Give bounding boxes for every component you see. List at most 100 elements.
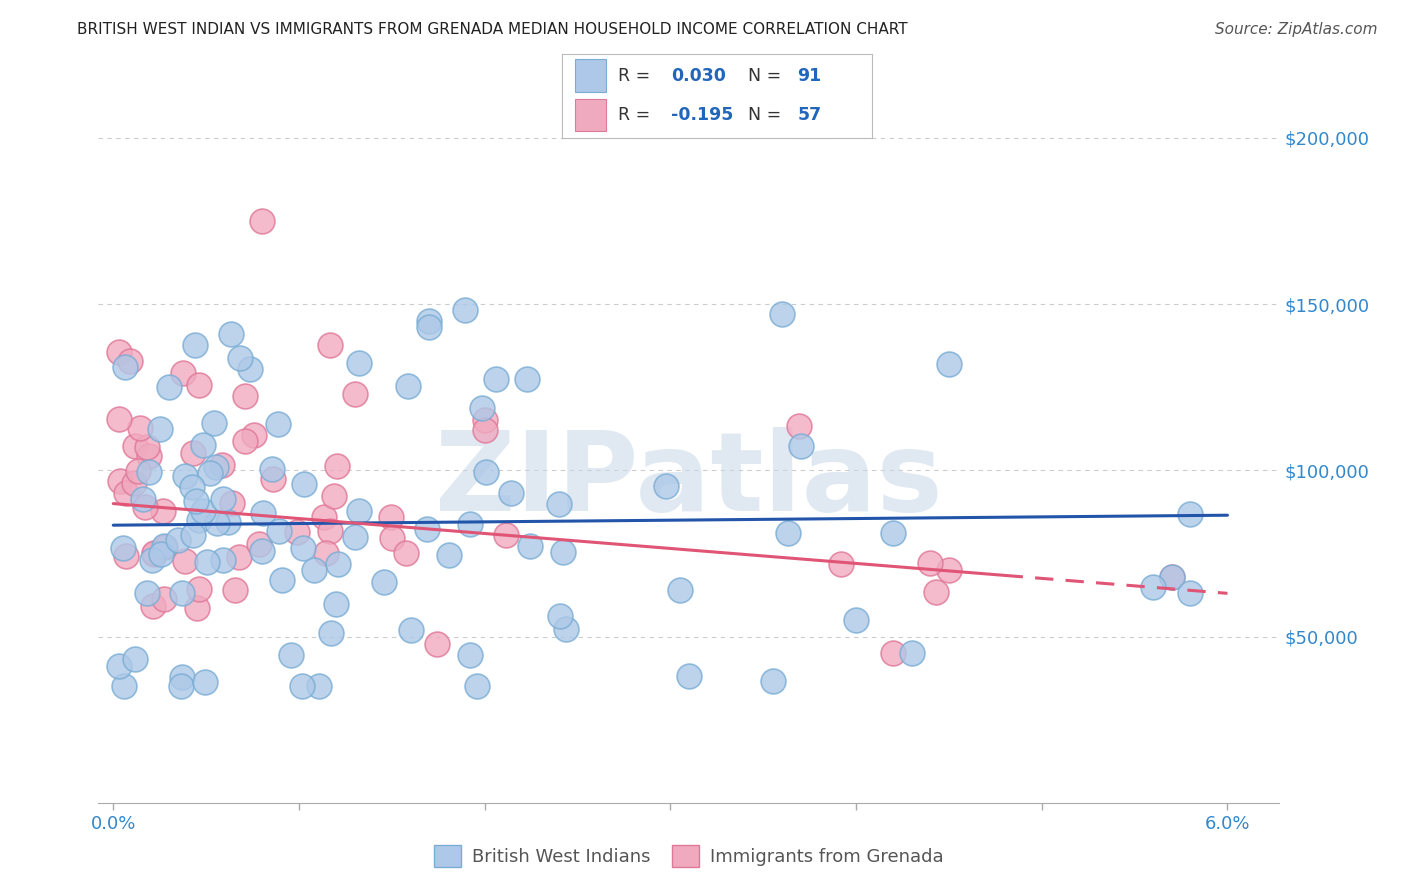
Point — [762, 673, 785, 688]
Point — [191, 504, 214, 518]
Text: -0.195: -0.195 — [671, 106, 733, 124]
Point — [239, 361, 262, 376]
Text: 57: 57 — [797, 106, 821, 124]
Text: R =: R = — [619, 67, 655, 85]
Point — [266, 417, 288, 432]
Point — [519, 540, 541, 554]
Text: Source: ZipAtlas.com: Source: ZipAtlas.com — [1215, 22, 1378, 37]
Point — [394, 546, 416, 560]
Point — [136, 586, 159, 600]
Point — [396, 379, 419, 393]
Point — [114, 359, 136, 374]
Point — [132, 491, 155, 506]
Point — [172, 670, 194, 684]
Point — [920, 557, 942, 571]
Point — [170, 680, 193, 694]
Point — [138, 449, 160, 463]
Point — [318, 524, 340, 538]
Point — [380, 510, 402, 524]
Point — [328, 558, 350, 572]
Point — [373, 575, 395, 590]
Point — [142, 546, 165, 560]
Point — [344, 530, 367, 544]
Point — [458, 516, 481, 531]
Point — [1180, 586, 1202, 600]
Point — [547, 497, 569, 511]
Point — [217, 516, 239, 530]
Point — [308, 680, 330, 694]
Point — [115, 549, 138, 563]
Point — [900, 646, 922, 660]
Point — [789, 418, 811, 433]
Point — [211, 458, 233, 473]
Point — [155, 540, 177, 554]
Point — [173, 553, 195, 567]
Point — [112, 541, 135, 556]
Text: N =: N = — [748, 67, 787, 85]
Point — [152, 504, 174, 518]
Point — [349, 356, 371, 370]
Point — [938, 357, 960, 371]
Point — [471, 401, 494, 416]
Point — [252, 544, 274, 558]
Point — [326, 458, 349, 473]
Point — [322, 489, 344, 503]
Point — [173, 469, 195, 483]
Point — [188, 513, 211, 527]
Point — [124, 440, 146, 454]
Point — [224, 582, 246, 597]
Point — [349, 504, 371, 518]
Point — [1160, 570, 1182, 584]
Point — [143, 547, 166, 561]
Point — [325, 597, 347, 611]
Point — [292, 476, 315, 491]
Point — [460, 648, 482, 662]
Text: BRITISH WEST INDIAN VS IMMIGRANTS FROM GRENADA MEDIAN HOUSEHOLD INCOME CORRELATI: BRITISH WEST INDIAN VS IMMIGRANTS FROM G… — [77, 22, 908, 37]
Point — [399, 623, 422, 637]
Point — [221, 496, 243, 510]
Point — [467, 680, 489, 694]
Point — [291, 680, 314, 694]
Point — [181, 446, 204, 460]
Point — [167, 533, 190, 547]
Point — [228, 549, 250, 564]
Text: R =: R = — [619, 106, 655, 124]
Point — [280, 648, 302, 663]
Point — [122, 475, 145, 490]
Point — [495, 528, 517, 542]
Point — [212, 553, 235, 567]
Point — [221, 326, 243, 341]
Point — [555, 622, 578, 636]
Point — [381, 532, 404, 546]
Point — [418, 320, 440, 334]
Point — [474, 424, 496, 438]
Text: N =: N = — [748, 106, 787, 124]
Point — [475, 466, 498, 480]
Point — [202, 416, 225, 430]
Point — [228, 351, 250, 365]
Point — [188, 377, 211, 392]
Text: 91: 91 — [797, 67, 821, 85]
Point — [112, 680, 135, 694]
Point — [108, 412, 131, 426]
Point — [184, 338, 207, 352]
Point — [882, 526, 904, 541]
Point — [138, 465, 160, 479]
Point — [262, 462, 284, 476]
Point — [235, 434, 257, 448]
Point — [882, 646, 904, 660]
Point — [170, 586, 193, 600]
Text: ZIPatlas: ZIPatlas — [434, 427, 943, 534]
Point — [252, 506, 274, 520]
Point — [678, 669, 700, 683]
Point — [250, 214, 273, 228]
Point — [830, 557, 852, 571]
Point — [553, 545, 575, 559]
Point — [115, 485, 138, 500]
Point — [302, 563, 325, 577]
Point — [150, 547, 173, 561]
Point — [343, 387, 366, 401]
Bar — [575, 60, 606, 92]
Point — [172, 366, 194, 380]
Point — [938, 563, 960, 577]
